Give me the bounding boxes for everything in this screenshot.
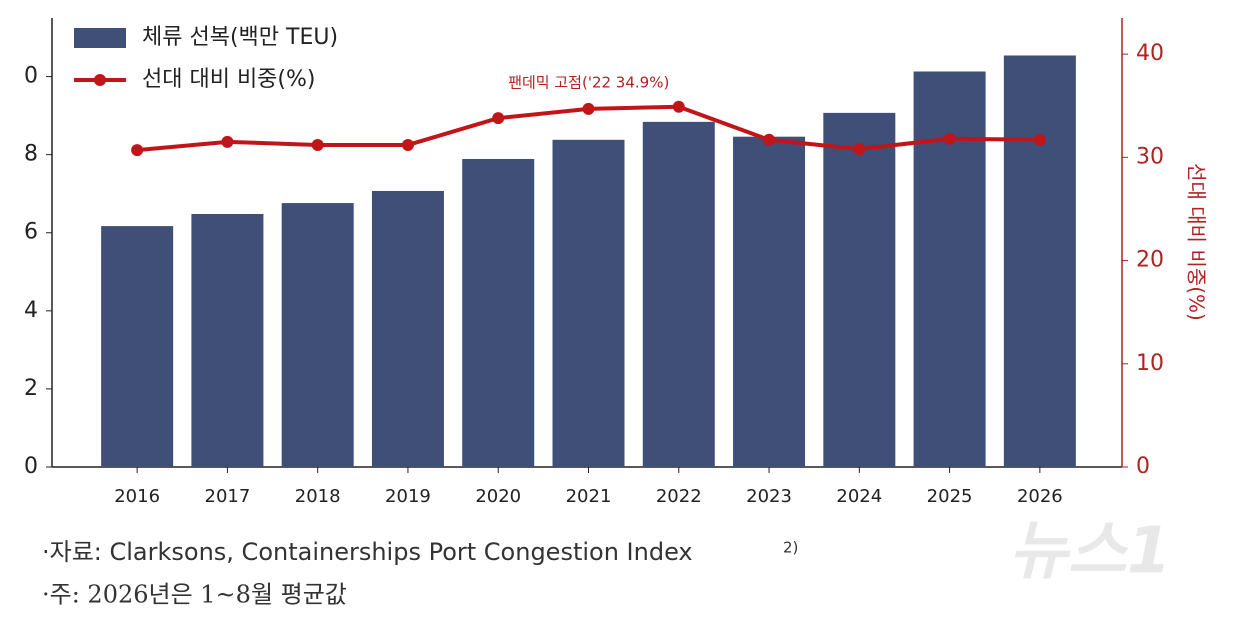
note: ·주: 2026년은 1~8월 평균값 xyxy=(42,581,347,609)
line-marker xyxy=(582,102,595,115)
x-tick-label: 2018 xyxy=(295,486,341,507)
x-tick-label: 2021 xyxy=(566,486,612,507)
legend-label: 선대 대비 비중(%) xyxy=(142,67,316,92)
source: ·자료: Clarksons, Containerships Port Cong… xyxy=(42,538,693,566)
bar xyxy=(101,226,174,467)
x-tick-label: 2025 xyxy=(927,486,973,507)
bar xyxy=(1003,55,1076,467)
x-tick-label: 2019 xyxy=(385,486,431,507)
y2-tick-label: 10 xyxy=(1136,351,1164,376)
bar xyxy=(913,71,986,467)
source-note: 2) xyxy=(783,539,798,557)
x-tick-label: 2022 xyxy=(656,486,702,507)
x-tick-label: 2023 xyxy=(746,486,792,507)
annotation: 팬데믹 고점('22 34.9%) xyxy=(508,74,669,92)
x-tick-label: 2026 xyxy=(1017,486,1063,507)
legend-swatch xyxy=(94,74,106,86)
y-tick-label: 4 xyxy=(24,298,38,323)
bar xyxy=(462,158,535,467)
y-tick-label: 6 xyxy=(24,220,38,245)
line-marker xyxy=(131,144,144,157)
y2-axis-label: 선대 대비 비중(%) xyxy=(1185,163,1209,321)
y2-tick-label: 20 xyxy=(1136,248,1164,273)
y2-tick-label: 30 xyxy=(1136,144,1164,169)
bar xyxy=(552,139,625,467)
x-tick-label: 2017 xyxy=(205,486,251,507)
x-tick-label: 2024 xyxy=(836,486,882,507)
watermark: 뉴스1 xyxy=(1009,515,1171,589)
legend-swatch xyxy=(74,28,126,48)
y-tick-label: 8 xyxy=(24,142,38,167)
line-marker xyxy=(853,143,866,156)
y2-tick-label: 40 xyxy=(1136,41,1164,66)
bar xyxy=(733,136,806,467)
line-marker xyxy=(943,132,956,145)
line-marker xyxy=(311,138,324,151)
y-tick-label: 2 xyxy=(24,376,38,401)
bar xyxy=(823,112,896,468)
x-tick-label: 2020 xyxy=(475,486,521,507)
line-marker xyxy=(221,135,234,148)
bar xyxy=(371,190,444,467)
line-marker xyxy=(401,138,414,151)
y-tick-label: 0 xyxy=(24,454,38,479)
line-marker xyxy=(763,133,776,146)
y-tick-label: 0 xyxy=(24,64,38,89)
x-tick-label: 2016 xyxy=(114,486,160,507)
legend-label: 체류 선복(백만 TEU) xyxy=(142,25,338,50)
bar xyxy=(191,213,264,467)
y2-tick-label: 0 xyxy=(1136,454,1150,479)
bar xyxy=(281,203,354,467)
line-marker xyxy=(1033,133,1046,146)
line-marker xyxy=(492,112,505,125)
line-marker xyxy=(672,100,685,113)
bar xyxy=(642,121,715,467)
